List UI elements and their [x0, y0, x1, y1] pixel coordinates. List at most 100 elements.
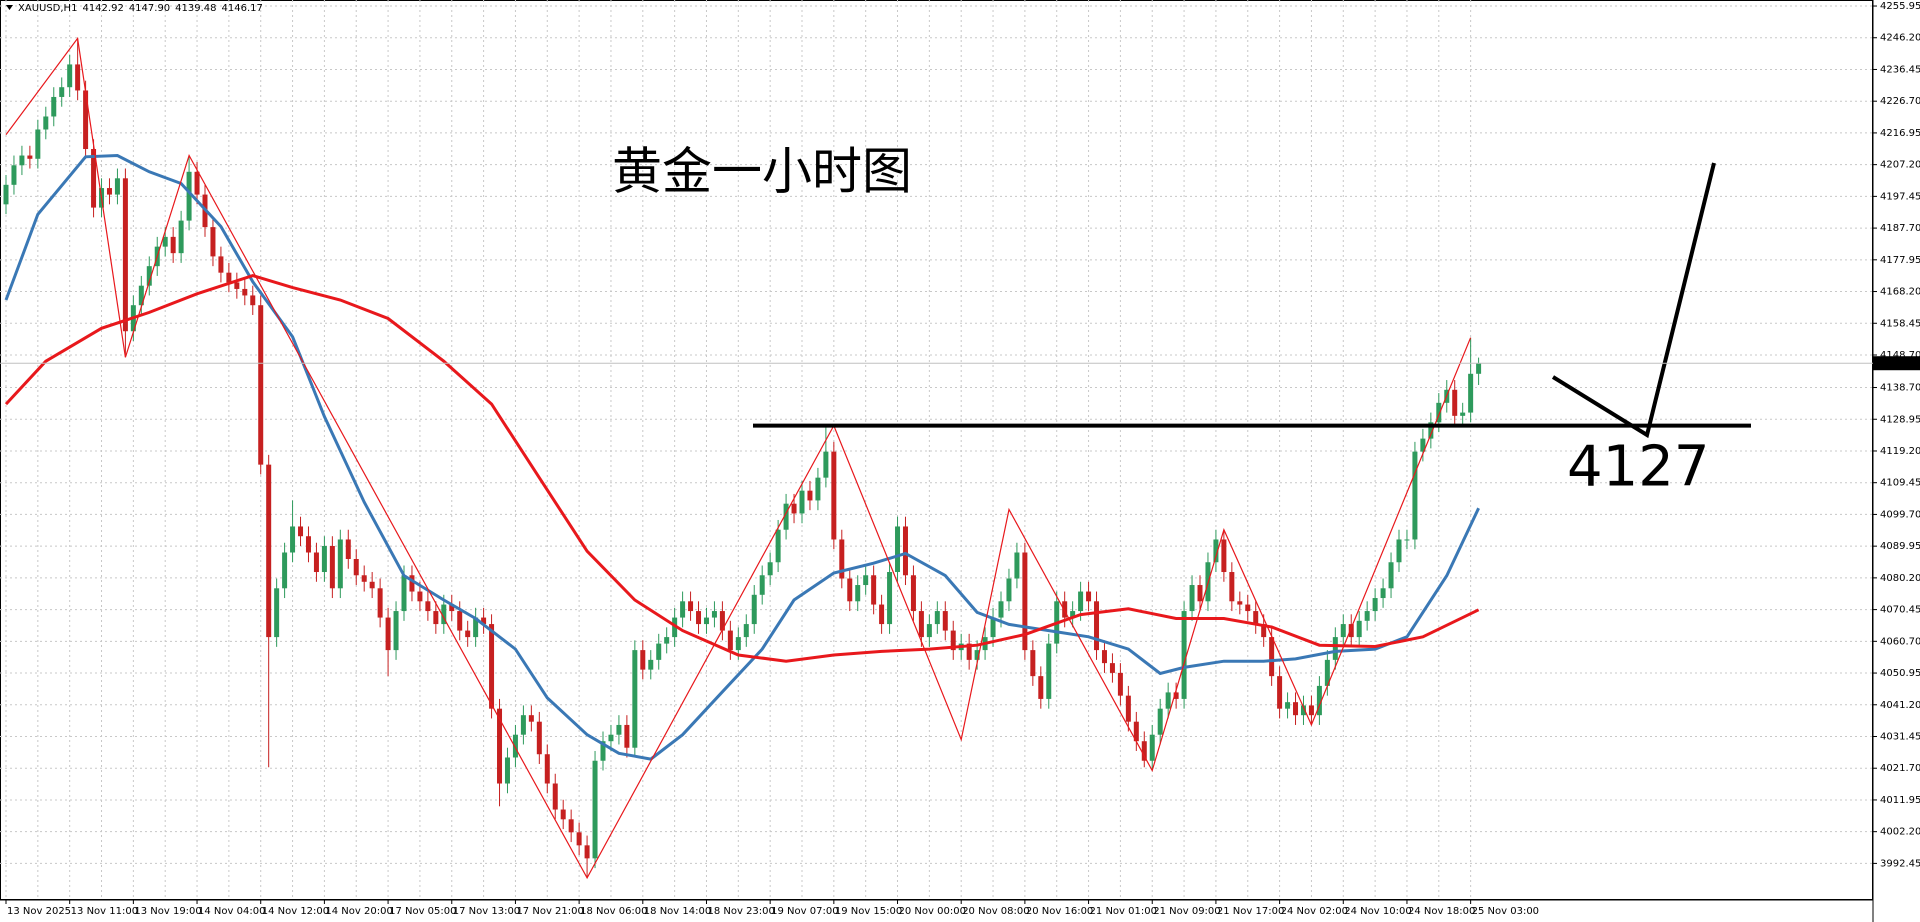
candle-body: [799, 490, 805, 514]
candle-body: [433, 611, 439, 625]
candle-body: [274, 588, 280, 638]
candle-body: [791, 503, 797, 514]
header-close: 4146.17: [222, 3, 263, 14]
candle-body: [1468, 373, 1474, 413]
candle-body: [481, 617, 487, 625]
candle-body: [902, 526, 908, 576]
candle-body: [727, 630, 733, 651]
y-tick-label: 4226.70: [1880, 96, 1920, 107]
x-tick-label: 17 Nov 21:00: [516, 906, 583, 917]
candle-body: [1038, 676, 1044, 699]
candle-body: [807, 490, 813, 501]
candle-body: [1109, 663, 1115, 673]
candle-body: [114, 178, 120, 195]
candle-body: [425, 601, 431, 612]
candle-body: [266, 464, 272, 638]
y-tick-label: 4080.20: [1880, 573, 1920, 584]
candle-body: [1348, 624, 1354, 638]
x-tick-label: 17 Nov 13:00: [453, 906, 520, 917]
candle-body: [887, 572, 893, 625]
x-tick-label: 21 Nov 09:00: [1153, 906, 1220, 917]
candle-body: [465, 630, 471, 638]
candle-body: [298, 526, 304, 537]
candle-body: [393, 611, 399, 651]
candle-body: [648, 659, 654, 670]
plot-area: [0, 0, 1873, 900]
candle-body: [1086, 591, 1092, 602]
menu-triangle[interactable]: [6, 5, 13, 10]
candle-body: [735, 637, 741, 651]
candle-body: [234, 282, 240, 289]
candle-body: [282, 552, 288, 589]
x-tick-label: 25 Nov 03:00: [1472, 906, 1539, 917]
y-tick-label: 4255.95: [1880, 1, 1920, 12]
x-tick-label: 18 Nov 23:00: [707, 906, 774, 917]
candle-body: [473, 617, 479, 638]
candle-body: [1173, 692, 1179, 699]
candle-body: [1476, 363, 1482, 374]
candle-body: [1229, 572, 1235, 602]
candle-body: [3, 184, 9, 205]
candle-body: [1062, 601, 1068, 618]
candle-body: [1372, 598, 1378, 612]
x-tick-label: 21 Nov 17:00: [1217, 906, 1284, 917]
candle-body: [1332, 637, 1338, 660]
candle-body: [409, 575, 415, 592]
y-tick-label: 4089.95: [1880, 541, 1920, 552]
candle-body: [1189, 585, 1195, 612]
candle-body: [656, 643, 662, 660]
candle-body: [290, 526, 296, 553]
candle-body: [1452, 389, 1458, 416]
y-tick-label: 4021.70: [1880, 763, 1920, 774]
y-tick-label: 4060.70: [1880, 636, 1920, 647]
candle-body: [560, 809, 566, 820]
candle-body: [1364, 611, 1370, 621]
header-open: 4142.92: [82, 3, 123, 14]
x-tick-label: 17 Nov 05:00: [389, 906, 456, 917]
candle-body: [688, 601, 694, 612]
candle-body: [1133, 721, 1139, 742]
candle-body: [43, 116, 49, 130]
candle-body: [536, 721, 542, 755]
candle-body: [1181, 611, 1187, 699]
x-tick-label: 21 Nov 01:00: [1090, 906, 1157, 917]
candle-body: [910, 575, 916, 612]
candle-body: [895, 526, 901, 573]
candle-body: [226, 272, 232, 283]
candle-body: [1269, 637, 1275, 677]
y-tick-label: 4177.95: [1880, 255, 1920, 266]
candle-body: [1149, 734, 1155, 761]
candle-body: [1165, 692, 1171, 709]
candle-body: [1141, 741, 1147, 761]
candle-body: [1046, 643, 1052, 699]
candle-body: [1340, 624, 1346, 638]
current-price-label: 4146.17: [1877, 358, 1918, 369]
candle-body: [489, 624, 495, 709]
candle-body: [1277, 676, 1283, 709]
y-tick-label: 4070.45: [1880, 605, 1920, 616]
candle-body: [775, 529, 781, 563]
candle-body: [210, 227, 216, 257]
candle-body: [345, 539, 351, 560]
candle-body: [934, 611, 940, 625]
candle-body: [1356, 620, 1362, 638]
candle-body: [361, 575, 367, 582]
candle-body: [313, 552, 319, 573]
candle-body: [552, 783, 558, 810]
candle-body: [990, 617, 996, 638]
candle-body: [353, 559, 359, 576]
candle-body: [632, 650, 638, 748]
candle-body: [855, 585, 861, 602]
x-tick-label: 20 Nov 08:00: [962, 906, 1029, 917]
candle-body: [1022, 552, 1028, 651]
candle-body: [831, 451, 837, 540]
candle-body: [497, 708, 503, 784]
candle-body: [544, 754, 550, 784]
candle-body: [59, 87, 65, 97]
candle-body: [1213, 539, 1219, 563]
x-tick-label: 24 Nov 18:00: [1408, 906, 1475, 917]
candle-body: [1157, 708, 1163, 735]
chart-title: 黄金一小时图: [612, 143, 912, 201]
y-tick-label: 4011.95: [1880, 795, 1920, 806]
